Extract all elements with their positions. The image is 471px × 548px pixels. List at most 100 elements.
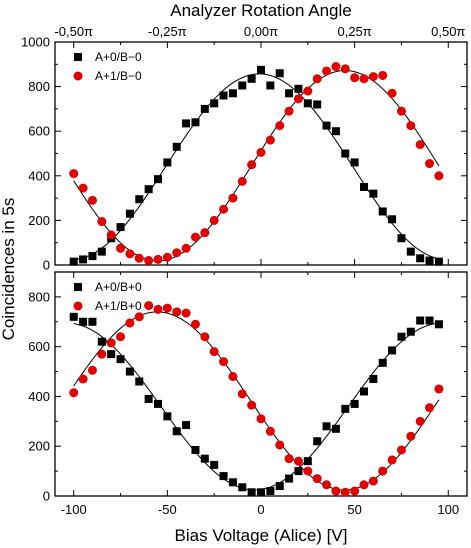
panel-1-series-2-point xyxy=(396,106,406,116)
panel-1-series-2-point xyxy=(247,160,257,170)
panel-2-series-2-point xyxy=(69,388,79,398)
panel-2-series-1-point xyxy=(275,482,284,491)
panel-2-series-2-point xyxy=(322,480,332,490)
panel-1-series-2-point xyxy=(69,169,79,179)
panel-1-legend-label-2: A+1/B−0 xyxy=(95,69,142,83)
top-axis-tick-label: 0,00π xyxy=(244,24,278,39)
panel-2-ytick-label: 600 xyxy=(28,339,50,354)
panel-1-series-2-point xyxy=(125,249,135,259)
panel-1-ytick-label: 400 xyxy=(28,168,50,183)
panel-1-series-2-point xyxy=(322,66,332,76)
panel-2-series-1-point xyxy=(191,445,200,454)
panel-2-series-1-point xyxy=(360,387,368,396)
panel-1-series-2-point xyxy=(97,217,107,227)
panel-2-series-1-point xyxy=(163,412,172,421)
panel-1-series-2-point xyxy=(153,254,163,264)
panel-1-series-2-point xyxy=(190,232,200,242)
panel-1-series-2-point xyxy=(378,70,388,80)
panel-2-series-2-point xyxy=(134,312,144,322)
top-axis-tick-label: -0,25π xyxy=(148,24,187,39)
panel-2-series-2-point xyxy=(200,332,210,342)
panel-1-series-2-point xyxy=(415,140,425,150)
panel-2-series-1-point xyxy=(425,316,434,325)
panel-2-series-1-point xyxy=(303,457,312,466)
panel-1-ytick-label: 600 xyxy=(28,124,50,139)
panel-1-series-1-point xyxy=(125,209,134,218)
panel-2-series-2-point xyxy=(303,466,313,476)
panel-1-series-1-point xyxy=(172,142,181,151)
panel-2-series-1-point xyxy=(97,337,106,346)
panel-2-legend-marker-2 xyxy=(73,301,83,311)
panel-2-series-1-point xyxy=(341,404,350,413)
panel-2-series-1-point xyxy=(350,399,359,408)
panel-1-series-2-point xyxy=(116,243,126,253)
panel-1-legend-label-1: A+0/B−0 xyxy=(95,50,142,64)
panel-1-series-2-point xyxy=(172,248,182,258)
panel-1-series-1-point xyxy=(275,69,284,78)
panel-1-series-1-point xyxy=(257,65,265,74)
panel-1-series-1-point xyxy=(238,81,247,90)
panel-2-series-1-point xyxy=(388,346,397,355)
panel-2-series-1-point xyxy=(322,422,331,431)
panel-2-ytick-label: 400 xyxy=(28,389,50,404)
panel-1-series-1-fit-line xyxy=(73,73,440,260)
panel-1-series-2-point xyxy=(434,171,444,181)
panel-1-series-1-point xyxy=(434,257,443,266)
panel-1-series-2-point xyxy=(219,204,229,214)
panel-1-ytick-label: 0 xyxy=(43,258,50,273)
x-tick-label: -50 xyxy=(158,502,177,517)
panel-2-series-1-point xyxy=(125,367,134,376)
panel-2-series-2-point xyxy=(116,332,126,342)
panel-2-series-1-point xyxy=(247,488,256,497)
panel-1-ytick-label: 1000 xyxy=(21,35,50,50)
panel-2-series-2-point xyxy=(237,389,247,399)
panel-2-series-2-point xyxy=(293,456,303,466)
panel-1-series-1-point xyxy=(360,182,368,191)
panel-2-series-2-point xyxy=(219,357,229,367)
panel-1-series-1-point xyxy=(182,119,191,128)
panel-2-series-2-fit-line xyxy=(73,311,440,491)
panel-2-series-1-point xyxy=(369,375,378,384)
panel-2-series-1-point xyxy=(313,437,322,446)
panel-1-series-1-point xyxy=(331,127,340,136)
panel-1-series-1-point xyxy=(191,118,200,127)
x-axis-title: Bias Voltage (Alice) [V] xyxy=(175,526,348,545)
panel-2-series-1-point xyxy=(88,317,97,326)
panel-2-legend-marker-1 xyxy=(74,283,82,291)
panel-1-series-2-point xyxy=(78,183,88,193)
panel-1-series-2-point xyxy=(228,193,238,203)
panel-2-series-2-point xyxy=(153,304,163,314)
panel-2-series-1-point xyxy=(257,488,265,497)
panel-1-ytick-label: 200 xyxy=(28,213,50,228)
panel-1-series-2-point xyxy=(237,176,247,186)
panel-1-series-1-point xyxy=(313,100,322,109)
panel-1-series-2-point xyxy=(275,121,285,131)
panel-1-series-1-point xyxy=(219,91,228,100)
panel-2-series-2-point xyxy=(247,400,257,410)
panel-2-ytick-label: 800 xyxy=(28,289,50,304)
panel-2-series-1-point xyxy=(116,355,125,364)
panel-2-series-2-point xyxy=(181,308,191,318)
panel-1-series-1-point xyxy=(210,99,219,108)
panel-1-series-1-point xyxy=(79,255,88,264)
panel-1-series-2-point xyxy=(425,159,435,169)
panel-2-series-1-point xyxy=(135,377,144,386)
panel-2-series-1-point xyxy=(172,427,181,436)
panel-2-series-2-point xyxy=(415,416,425,426)
panel-1-series-1-point xyxy=(163,158,172,167)
panel-2-series-1-fit-line xyxy=(73,322,439,491)
panel-2-series-1-point xyxy=(69,312,78,321)
panel-2-series-2-point xyxy=(340,487,350,497)
panel-1-series-2-fit-line xyxy=(73,70,440,262)
panel-2-series-2-point xyxy=(331,486,341,496)
panel-1-series-1-point xyxy=(154,175,162,184)
panel-2-series-1-point xyxy=(238,483,247,492)
panel-1-series-1-point xyxy=(369,189,378,198)
panel-2-series-2-point xyxy=(228,372,238,382)
panel-2-series-1-point xyxy=(107,350,116,359)
panel-2-series-1-point xyxy=(210,460,219,469)
top-axis-tick-label: 0,25π xyxy=(337,24,371,39)
panel-2-series-1-point xyxy=(378,358,387,367)
panel-1-series-1-point xyxy=(97,247,106,256)
panel-1-series-2-point xyxy=(293,94,303,104)
